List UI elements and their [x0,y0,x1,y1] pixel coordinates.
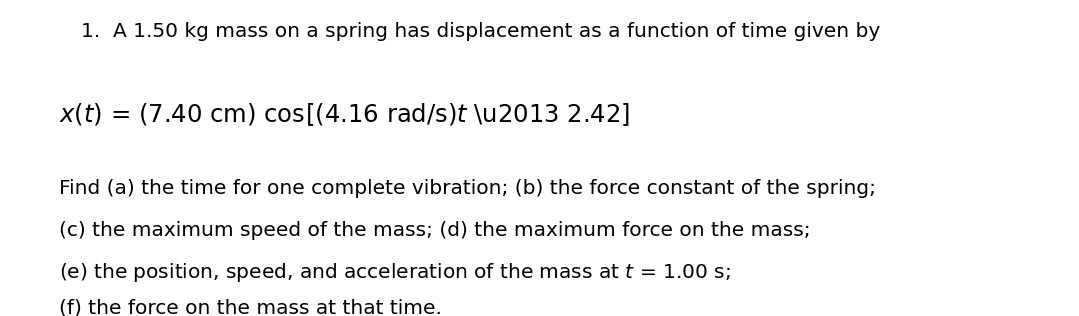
Text: (e) the position, speed, and acceleration of the mass at $t$ = 1.00 s;: (e) the position, speed, and acceleratio… [59,261,730,284]
Text: (c) the maximum speed of the mass; (d) the maximum force on the mass;: (c) the maximum speed of the mass; (d) t… [59,221,811,240]
Text: (f) the force on the mass at that time.: (f) the force on the mass at that time. [59,299,442,316]
Text: $x(t)$ = (7.40 cm) cos$\hspace{0.05}$[(4.16 rad/s)$t$ \u2013 2.42]: $x(t)$ = (7.40 cm) cos$\hspace{0.05}$[(4… [59,101,630,128]
Text: 1.  A 1.50 kg mass on a spring has displacement as a function of time given by: 1. A 1.50 kg mass on a spring has displa… [81,22,880,41]
Text: Find (a) the time for one complete vibration; (b) the force constant of the spri: Find (a) the time for one complete vibra… [59,179,876,198]
